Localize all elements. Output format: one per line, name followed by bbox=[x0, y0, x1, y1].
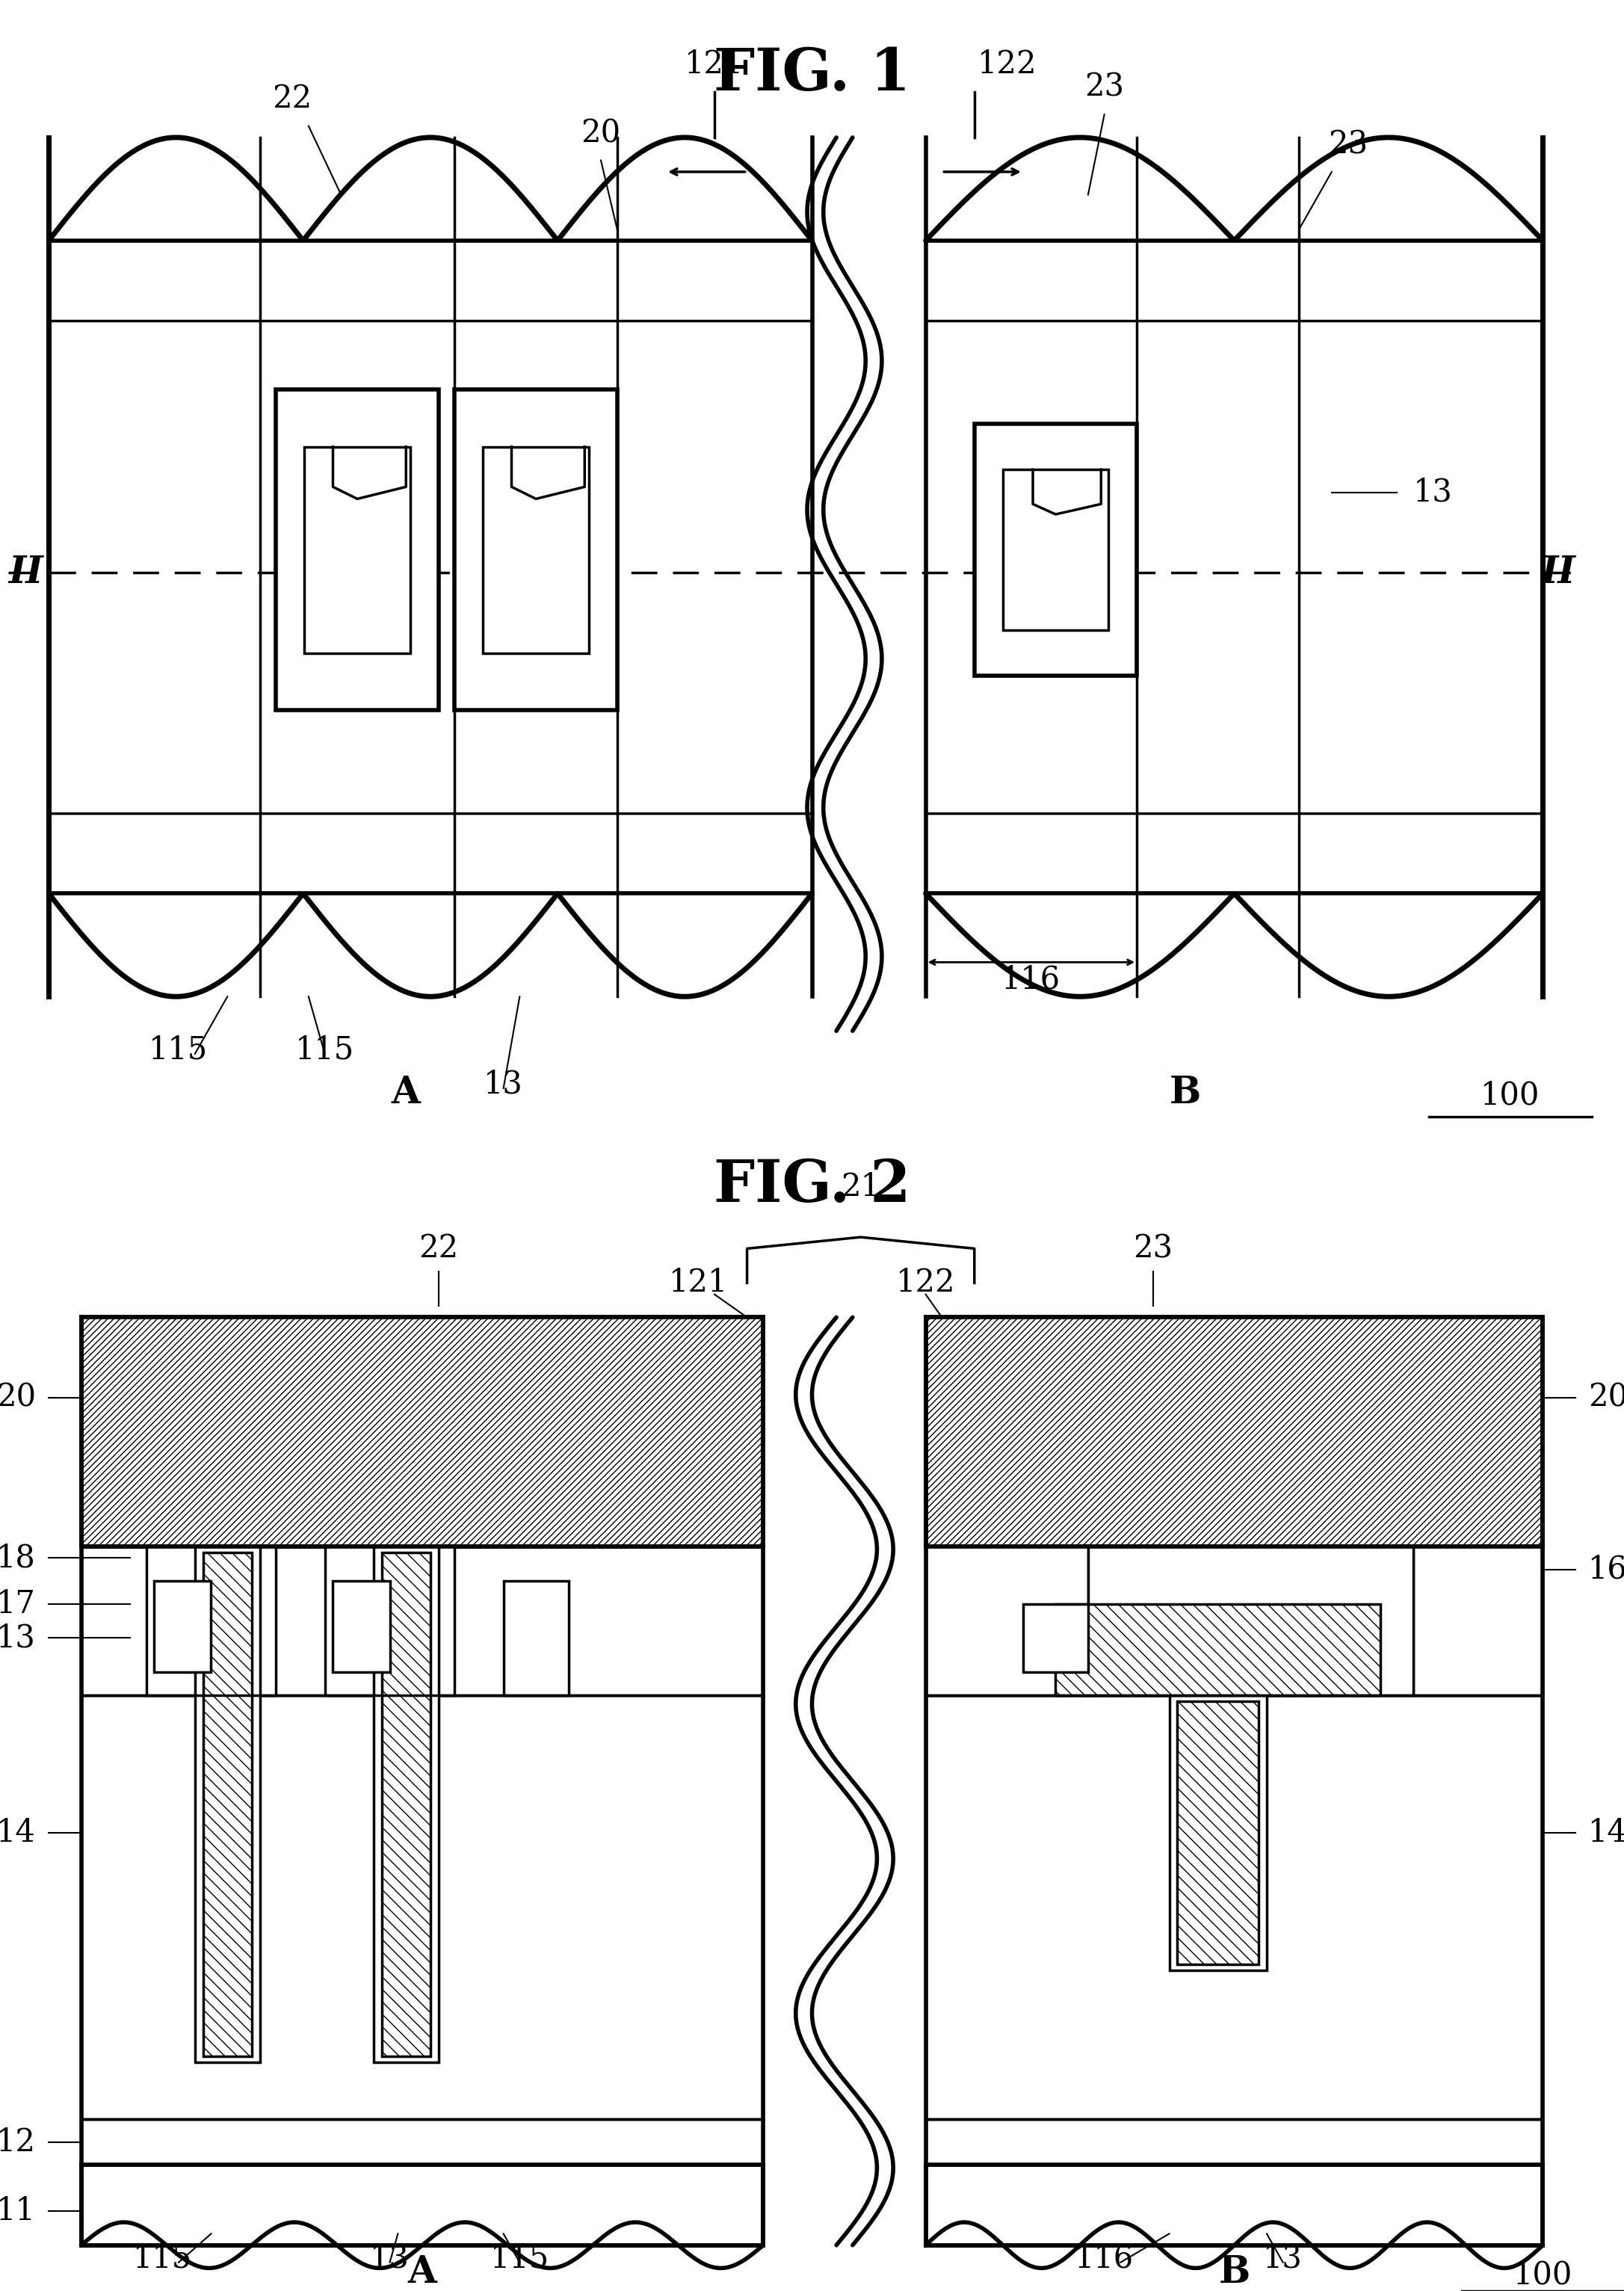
Text: 115: 115 bbox=[133, 2243, 192, 2273]
Text: 16: 16 bbox=[1588, 1553, 1624, 1585]
Bar bbox=[484, 447, 588, 653]
Text: 20: 20 bbox=[581, 117, 620, 149]
Text: 23: 23 bbox=[1328, 128, 1367, 160]
Text: 121: 121 bbox=[669, 1267, 728, 1299]
Bar bbox=[276, 389, 438, 710]
Text: 14: 14 bbox=[1588, 1817, 1624, 1849]
Bar bbox=[926, 1695, 1543, 2119]
Bar bbox=[926, 1317, 1543, 1546]
Bar bbox=[81, 1546, 763, 1695]
Text: 20: 20 bbox=[0, 1381, 36, 1414]
Text: 13: 13 bbox=[0, 1622, 36, 1654]
Text: 23: 23 bbox=[1134, 1233, 1173, 1265]
Bar bbox=[1177, 1700, 1259, 1963]
Bar bbox=[926, 2119, 1543, 2165]
Text: II: II bbox=[1540, 554, 1575, 591]
Bar bbox=[374, 1546, 438, 2062]
Text: 13: 13 bbox=[484, 1068, 523, 1100]
Bar bbox=[926, 1546, 1543, 1695]
Bar bbox=[974, 424, 1137, 676]
Bar bbox=[305, 447, 409, 653]
Text: II: II bbox=[8, 554, 44, 591]
Text: 22: 22 bbox=[273, 82, 312, 115]
Text: 122: 122 bbox=[896, 1267, 955, 1299]
Text: A: A bbox=[391, 1074, 421, 1111]
Text: 100: 100 bbox=[1481, 1079, 1540, 1111]
Bar bbox=[455, 389, 617, 710]
Text: 17: 17 bbox=[0, 1588, 36, 1620]
Text: 14: 14 bbox=[0, 1817, 36, 1849]
Bar bbox=[325, 1546, 455, 1695]
Text: 115: 115 bbox=[296, 1033, 354, 1065]
Bar bbox=[81, 2119, 763, 2165]
Bar bbox=[926, 1546, 1088, 1695]
Text: A: A bbox=[408, 2254, 437, 2291]
Text: 121: 121 bbox=[685, 48, 744, 80]
Text: 122: 122 bbox=[978, 48, 1036, 80]
Bar bbox=[1056, 1604, 1380, 1695]
Bar bbox=[203, 1553, 252, 2057]
Text: 115: 115 bbox=[149, 1033, 208, 1065]
Bar bbox=[81, 1317, 763, 1546]
Bar bbox=[382, 1553, 430, 2057]
Text: 13: 13 bbox=[370, 2243, 409, 2273]
Bar bbox=[1023, 1604, 1088, 1672]
Text: FIG. 1: FIG. 1 bbox=[713, 46, 911, 103]
Bar bbox=[81, 2165, 763, 2245]
Text: FIG. 2: FIG. 2 bbox=[713, 1157, 911, 1214]
Text: B: B bbox=[1218, 2254, 1250, 2291]
Text: 20: 20 bbox=[1588, 1381, 1624, 1414]
Text: 11: 11 bbox=[0, 2195, 36, 2227]
Text: 13: 13 bbox=[1263, 2243, 1302, 2273]
Text: 115: 115 bbox=[490, 2243, 549, 2273]
Bar bbox=[1169, 1695, 1267, 1970]
Text: 13: 13 bbox=[1413, 477, 1452, 509]
Bar bbox=[926, 2165, 1543, 2245]
Bar bbox=[154, 1581, 211, 1672]
Text: 12: 12 bbox=[0, 2126, 36, 2158]
Bar bbox=[1004, 470, 1109, 630]
Bar bbox=[1088, 1546, 1413, 1695]
Bar bbox=[81, 1695, 763, 2119]
Bar bbox=[146, 1546, 276, 1695]
Bar bbox=[195, 1546, 260, 2062]
Text: 18: 18 bbox=[0, 1542, 36, 1574]
Bar bbox=[333, 1581, 390, 1672]
Text: 21: 21 bbox=[841, 1171, 880, 1203]
Text: 100: 100 bbox=[1514, 2259, 1572, 2291]
Text: 22: 22 bbox=[419, 1233, 458, 1265]
Bar bbox=[1413, 1546, 1543, 1695]
Text: B: B bbox=[1169, 1074, 1202, 1111]
Text: 116: 116 bbox=[1002, 965, 1060, 994]
Text: 116: 116 bbox=[1075, 2243, 1134, 2273]
Bar bbox=[503, 1581, 568, 1695]
Text: 23: 23 bbox=[1085, 71, 1124, 103]
